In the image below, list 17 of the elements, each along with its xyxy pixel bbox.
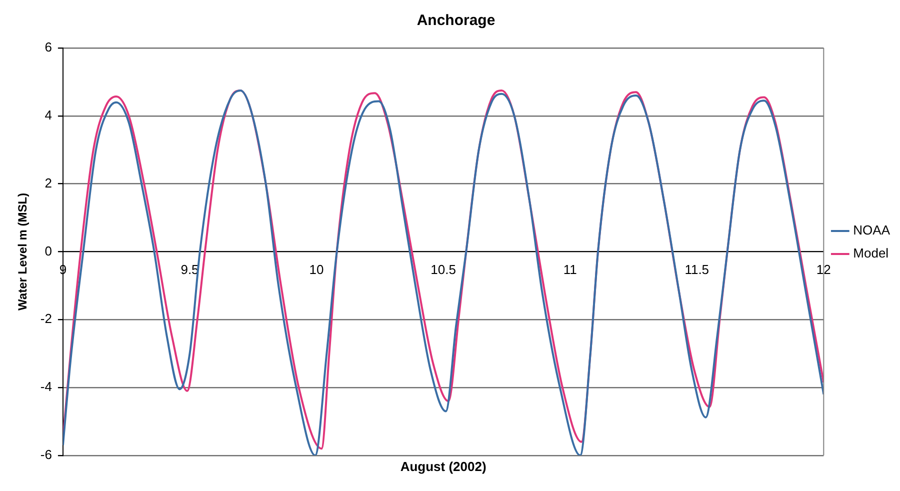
y-tick-label: 2 — [44, 175, 52, 190]
y-tick-label: -4 — [40, 379, 52, 394]
y-tick-label: 6 — [44, 40, 52, 55]
x-tick-label: 11 — [563, 262, 577, 278]
x-tick-label: 10.5 — [430, 262, 456, 278]
x-tick-label: 10 — [309, 262, 324, 278]
legend-label: Model — [853, 246, 889, 261]
y-tick-label: -2 — [40, 311, 52, 326]
y-axis-title: Water Level m (MSL) — [16, 192, 30, 310]
x-tick-label: 12 — [816, 262, 831, 278]
legend-label: NOAA — [853, 222, 890, 238]
x-axis-title: August (2002) — [400, 458, 486, 474]
chart-title: Anchorage — [416, 12, 496, 30]
y-tick-label: 0 — [44, 243, 52, 258]
x-tick-label: 11.5 — [684, 262, 710, 278]
y-tick-label: -6 — [40, 446, 52, 462]
y-tick-label: 4 — [44, 107, 52, 122]
